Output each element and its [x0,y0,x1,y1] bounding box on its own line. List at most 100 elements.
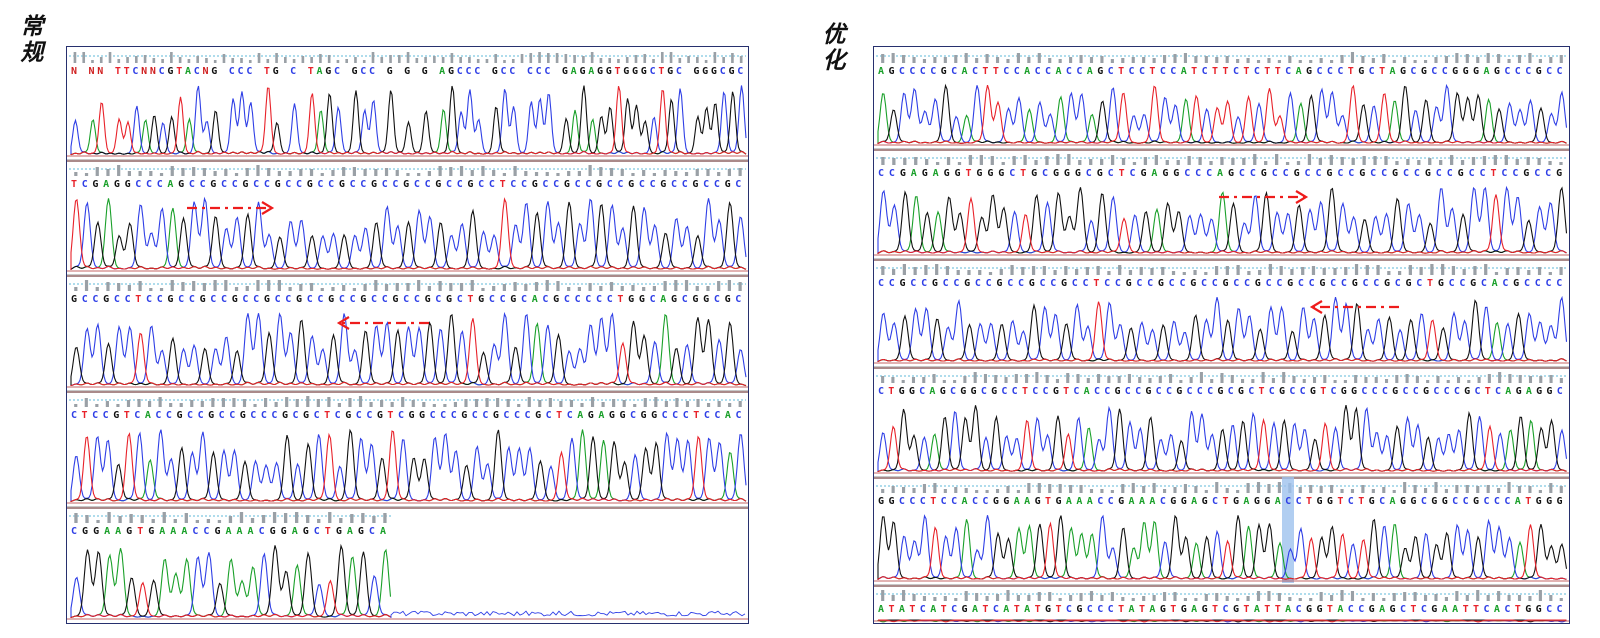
quality-bar [545,280,549,291]
quality-bar [1333,380,1337,383]
quality-bar [1333,268,1337,275]
quality-bar [106,282,110,291]
quality-bar [567,171,571,176]
quality-bar [1016,490,1020,493]
quality-bar [1504,155,1508,165]
quality-bar [161,59,164,63]
quality-bar [1538,490,1542,493]
quality-bar [1527,270,1531,275]
quality-bar [1406,159,1410,165]
quality-bar [1528,596,1532,601]
quality-bar [1154,155,1158,165]
quality-bar [1253,154,1257,165]
row-separator [874,476,1569,479]
quality-bar [1413,60,1417,63]
quality-bar [695,286,699,291]
quality-bar [1549,57,1553,63]
quality-bar [1251,379,1255,383]
quality-bar [1497,591,1501,601]
quality-bar [1365,265,1369,275]
quality-bar [1484,264,1488,275]
trace-A [70,313,747,387]
row-separator [67,274,748,277]
quality-bar [1121,484,1125,493]
quality-bar [213,171,217,176]
quality-bar [1392,593,1396,601]
quality-bar [1055,379,1059,383]
quality-bar [1066,373,1070,383]
quality-bar [964,488,968,493]
quality-bar [1371,58,1375,63]
quality-bar [1267,58,1271,63]
quality-bar [1148,378,1152,383]
quality-bar [406,52,410,63]
quality-bar [350,514,354,523]
quality-bar [138,281,142,291]
quality-bar [1010,265,1014,275]
quality-bar [470,170,474,176]
quality-bar [316,399,320,407]
quality-bar [74,287,78,291]
quality-bar [1330,60,1334,63]
quality-bar [126,400,131,407]
quality-bar [717,172,721,176]
quality-bar [443,404,447,407]
quality-bar [706,169,710,176]
quality-bar [245,168,249,176]
quality-bar [232,398,236,407]
quality-bar [192,167,196,176]
quality-bar [195,520,199,523]
quality-bar [464,399,468,407]
quality-bar [1132,162,1137,165]
quality-bar [881,157,885,165]
quality-bar [1210,379,1214,383]
quality-bar [397,55,401,63]
quality-bar [1539,376,1543,383]
quality-bar [696,399,700,407]
quality-bar [401,397,405,407]
quality-bar [1301,267,1305,275]
quality-bar [1403,57,1407,63]
quality-bar [1298,60,1302,63]
quality-bar [706,286,710,291]
quality-bar [1027,595,1031,601]
quality-bar [127,285,131,291]
quality-bar [925,159,929,165]
quality-bar [1021,267,1025,275]
quality-bar [348,398,352,407]
quality-bar [1086,378,1090,383]
arrow-head [1309,300,1323,314]
quality-bar [588,283,592,291]
quality-bar [299,284,303,291]
quality-bar [956,270,960,275]
quality-bar [126,57,129,63]
quality-bar [569,400,574,407]
quality-bar [1486,595,1490,601]
quality-bar [913,267,917,275]
quality-bar [975,490,979,493]
quality-bar [625,57,629,63]
quality-bar [1548,272,1552,275]
quality-bar [127,171,131,176]
row-separator [67,159,748,162]
quality-bar [555,53,559,63]
quality-bar [912,594,916,601]
quality-bar [1476,57,1480,63]
quality-bar [503,60,506,63]
quality-bar [1277,482,1281,493]
quality-bar [319,54,322,63]
quality-bar [954,487,958,493]
base-highlight [1282,477,1294,583]
left-panel-label: 常规 [20,14,44,66]
quality-bar [1209,161,1213,165]
quality-bar [117,283,121,291]
quality-bar [1277,593,1281,601]
quality-bar [1290,269,1294,275]
quality-bar [1354,375,1358,383]
quality-bar [192,281,196,291]
quality-bar [1361,56,1365,63]
quality-bar [1016,595,1020,601]
quality-bar [202,283,206,291]
quality-bar [470,280,474,291]
